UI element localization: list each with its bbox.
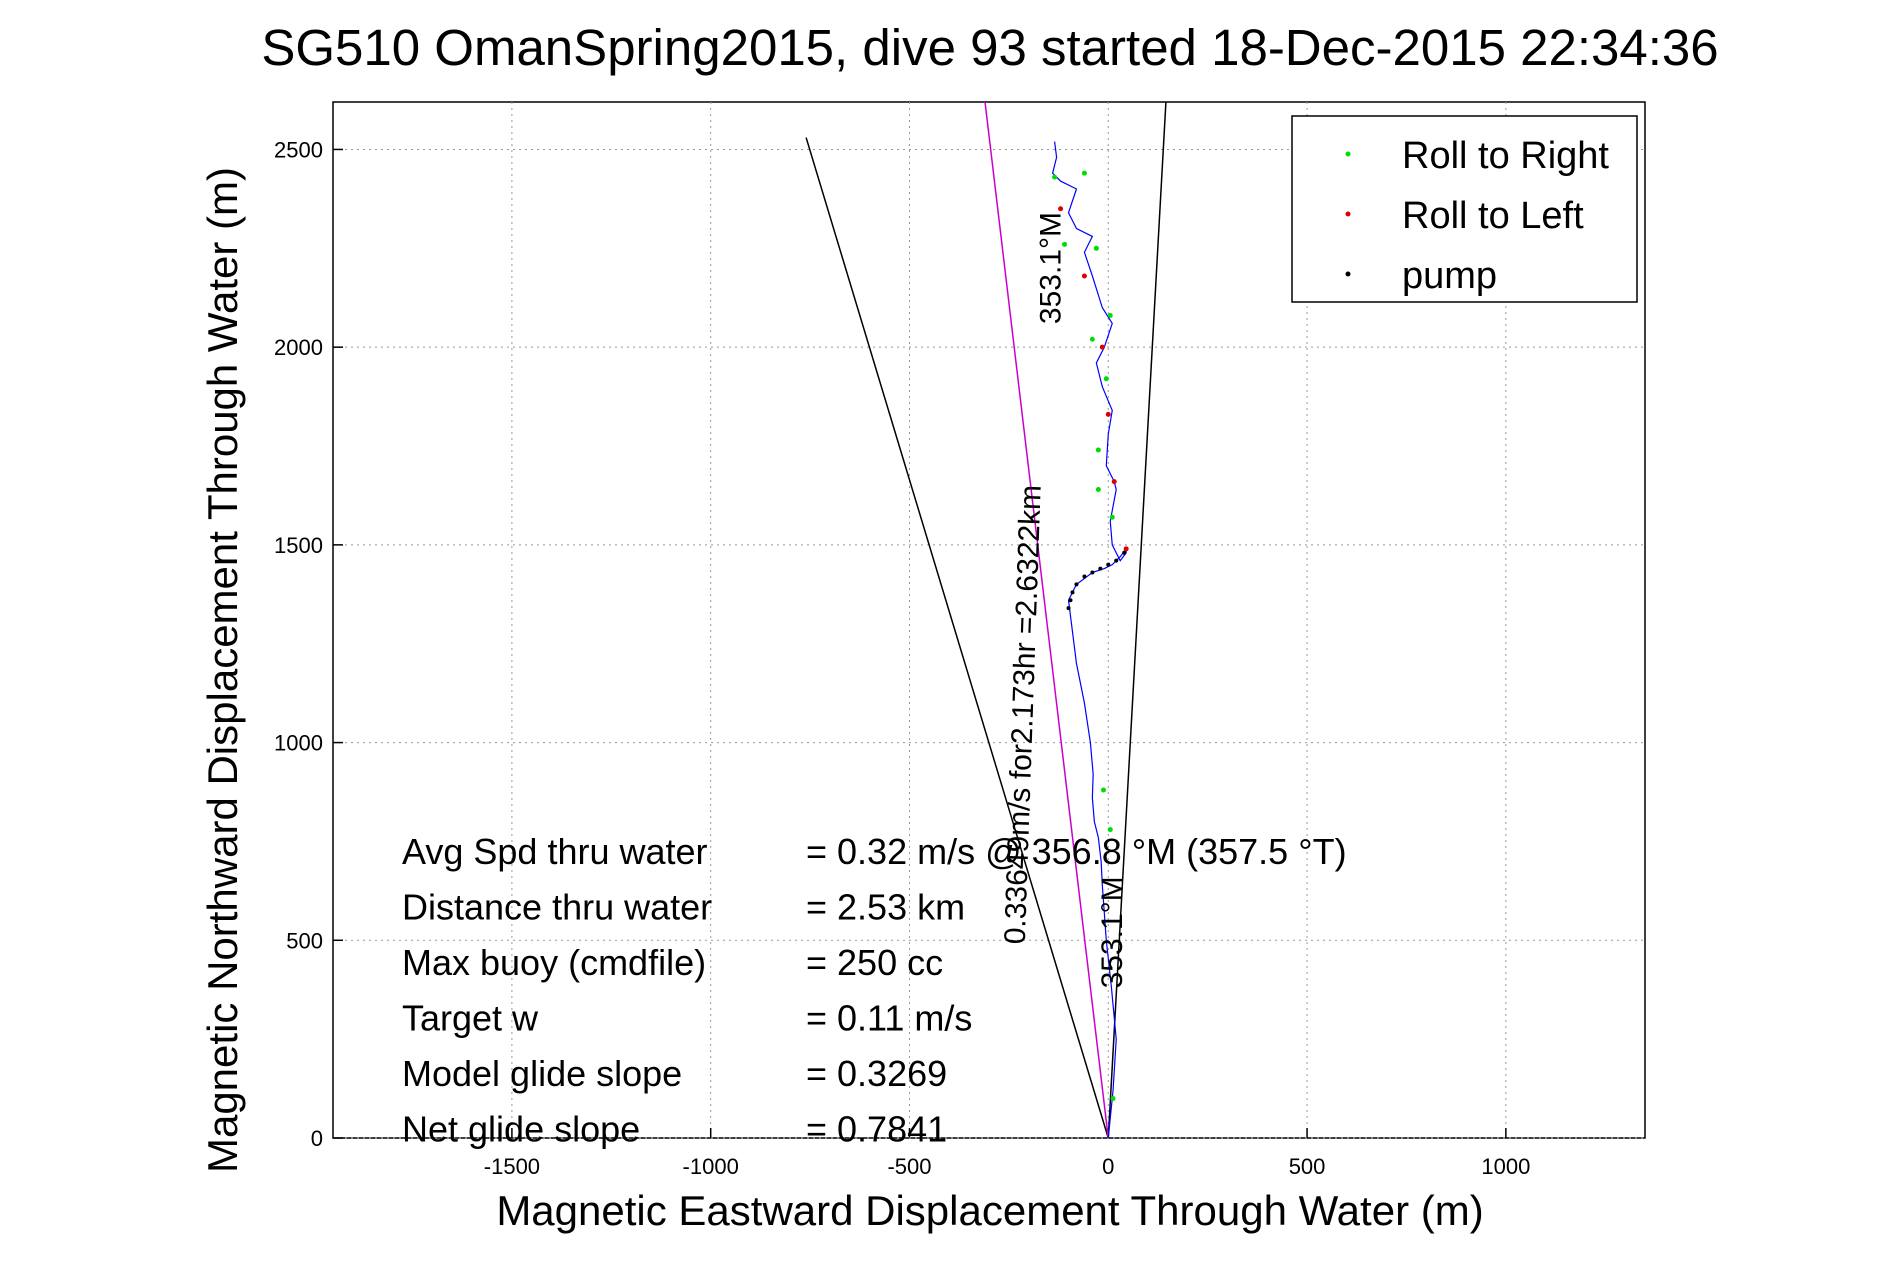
roll-left-point — [1081, 273, 1087, 279]
roll-right-point — [1093, 245, 1099, 251]
x-tick-label: -1000 — [683, 1154, 739, 1179]
annotation-value: = 0.7841 — [806, 1109, 947, 1150]
x-tick-label: -1500 — [484, 1154, 540, 1179]
line-label: 353.1°M — [1035, 212, 1068, 324]
annotation-value: = 0.11 m/s — [806, 998, 972, 1039]
pump-point — [1068, 598, 1073, 603]
stats-annotations: Avg Spd thru water = 0.32 m/s @ 356.8 °M … — [402, 831, 1347, 1150]
roll-left-point — [1058, 206, 1064, 212]
plot-content — [805, 102, 1167, 1138]
pump-point — [1070, 590, 1075, 595]
y-tick-label: 2500 — [274, 137, 323, 162]
pump-point — [1114, 558, 1119, 563]
legend: Roll to Right Roll to Left pump — [1291, 115, 1638, 303]
roll-right-point — [1095, 447, 1101, 453]
heading-line — [984, 102, 1110, 1138]
roll-right-point — [1109, 514, 1115, 520]
legend-marker — [1345, 271, 1351, 277]
roll-right-point — [1103, 376, 1109, 382]
y-tick-label: 1500 — [274, 533, 323, 558]
legend-marker — [1345, 211, 1351, 217]
roll-right-point — [1089, 336, 1095, 342]
pump-point — [1090, 570, 1095, 575]
annotation-label: Target w — [402, 998, 539, 1039]
legend-label: Roll to Right — [1402, 135, 1609, 177]
roll-left-point — [1099, 344, 1105, 350]
x-tick-label: 500 — [1289, 1154, 1326, 1179]
envelope-line — [805, 137, 1109, 1138]
roll-right-point — [1101, 787, 1107, 793]
annotation-value: = 2.53 km — [806, 887, 965, 928]
annotation-label: Net glide slope — [402, 1109, 640, 1150]
roll-right-point — [1062, 241, 1068, 247]
annotation-value: = 250 cc — [806, 942, 943, 983]
roll-left-point — [1111, 479, 1117, 485]
y-axis-label: Magnetic Northward Displacement Through … — [199, 167, 246, 1173]
annotation-label: Max buoy (cmdfile) — [402, 942, 706, 983]
roll-right-point — [1081, 170, 1087, 176]
pump-point — [1066, 606, 1071, 611]
chart-title: SG510 OmanSpring2015, dive 93 started 18… — [261, 19, 1718, 76]
envelope-line — [1107, 102, 1167, 1138]
y-tick-label: 1000 — [274, 731, 323, 756]
annotation-label: Avg Spd thru water — [402, 831, 708, 872]
x-tick-label: 1000 — [1481, 1154, 1530, 1179]
line-label: 353.1°M — [1096, 876, 1129, 988]
annotation-value: = 0.3269 — [806, 1053, 947, 1094]
roll-right-point — [1052, 174, 1058, 180]
pump-point — [1106, 562, 1111, 567]
annotation-label: Model glide slope — [402, 1053, 682, 1094]
pump-point — [1082, 574, 1087, 579]
legend-label: pump — [1402, 255, 1497, 297]
pump-point — [1098, 566, 1103, 571]
annotation-value: = 0.32 m/s @ 356.8 °M (357.5 °T) — [806, 831, 1347, 872]
pump-point — [1122, 550, 1127, 555]
roll-right-point — [1110, 1095, 1116, 1101]
legend-box — [1291, 115, 1638, 303]
roll-left-point — [1105, 411, 1111, 417]
roll-right-point — [1107, 827, 1113, 833]
y-tick-label: 0 — [311, 1126, 323, 1151]
roll-left-point — [1123, 546, 1129, 552]
x-tick-label: -500 — [887, 1154, 931, 1179]
roll-right-point — [1107, 313, 1113, 319]
annotation-label: Distance thru water — [402, 887, 712, 928]
y-tick-label: 2000 — [274, 335, 323, 360]
pump-point — [1074, 582, 1079, 587]
track-line — [1051, 141, 1127, 1138]
roll-right-point — [1095, 487, 1101, 493]
x-tick-label: 0 — [1102, 1154, 1114, 1179]
y-tick-label: 500 — [286, 928, 323, 953]
legend-marker — [1345, 151, 1351, 157]
x-axis-label: Magnetic Eastward Displacement Through W… — [496, 1187, 1483, 1234]
legend-label: Roll to Left — [1402, 195, 1584, 237]
